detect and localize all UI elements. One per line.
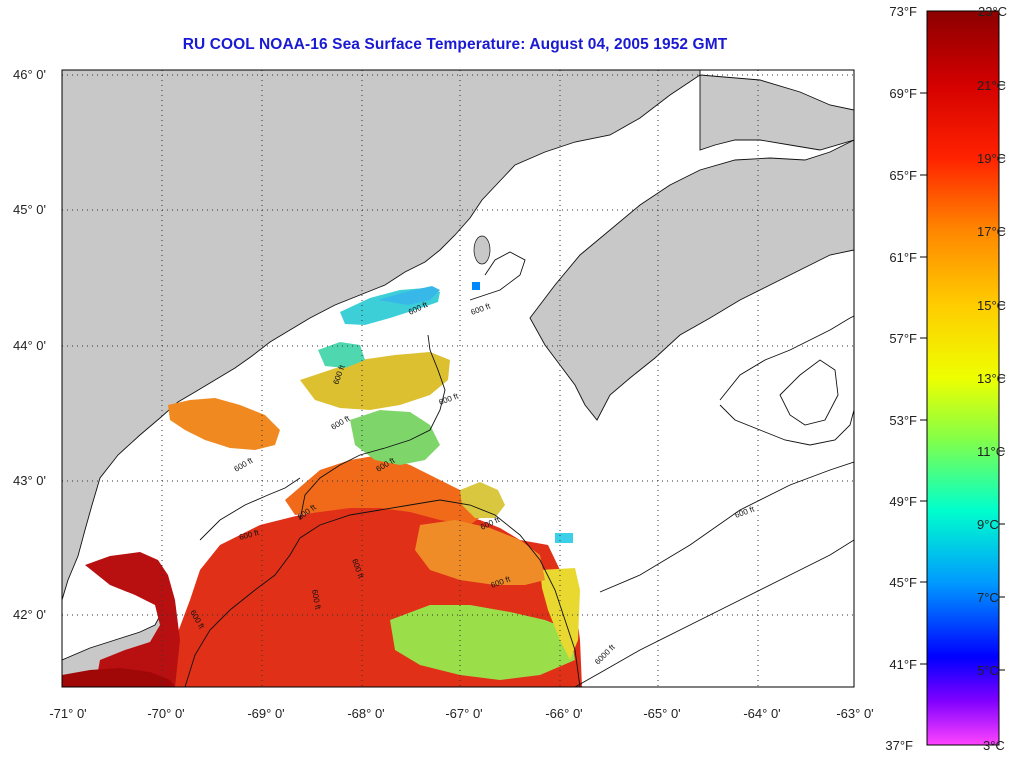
lat-label: 46° 0' [13, 67, 46, 82]
map-title: RU COOL NOAA-16 Sea Surface Temperature:… [182, 36, 728, 53]
lon-label: -67° 0' [445, 706, 482, 721]
sst-teal-patch [318, 342, 365, 368]
c-label: 15°C [977, 298, 1006, 313]
sst-yellow-east [460, 482, 505, 518]
lon-label: -70° 0' [147, 706, 184, 721]
c-label: 9°C [977, 517, 999, 532]
lat-label: 42° 0' [13, 607, 46, 622]
f-label: 57°F [889, 331, 917, 346]
c-label: 3°C [983, 738, 1005, 753]
fahrenheit-scale: 73°F 69°F 65°F 61°F 57°F 53°F 49°F 45°F … [885, 4, 917, 753]
colorbar [926, 10, 1000, 746]
f-label: 69°F [889, 86, 917, 101]
lat-label: 43° 0' [13, 473, 46, 488]
sst-blue-dot [472, 282, 480, 290]
lon-label: -65° 0' [643, 706, 680, 721]
lon-label: -64° 0' [743, 706, 780, 721]
f-label: 53°F [889, 413, 917, 428]
c-label: 13°C [977, 371, 1006, 386]
c-label: 11°C [977, 444, 1005, 459]
lat-label: 44° 0' [13, 338, 46, 353]
f-label: 45°F [889, 575, 917, 590]
f-label: 65°F [889, 168, 917, 183]
f-label: 49°F [889, 494, 917, 509]
sst-yellow-south [540, 568, 580, 660]
c-label: 5°C [977, 663, 999, 678]
lon-label: -66° 0' [545, 706, 582, 721]
c-label: 17°C [977, 224, 1006, 239]
land-pei [699, 74, 854, 151]
c-label: 19°C [977, 151, 1006, 166]
lon-label: -69° 0' [247, 706, 284, 721]
sst-green-patch [390, 605, 575, 680]
c-label: 7°C [977, 590, 999, 605]
f-label: 37°F [885, 738, 913, 753]
sst-cyan-dot [555, 533, 573, 543]
lon-label: -71° 0' [49, 706, 86, 721]
lon-label: -68° 0' [347, 706, 384, 721]
c-label: 23°C [978, 4, 1007, 19]
lon-label: -63° 0' [836, 706, 873, 721]
sst-cool-patch [378, 286, 440, 305]
lat-label: 45° 0' [13, 202, 46, 217]
celsius-scale: 23°C 21°C 19°C 17°C 15°C 13°C 11°C 9°C 7… [977, 4, 1007, 753]
graticule [62, 70, 854, 687]
sst-orange-east [415, 520, 545, 585]
sst-mid-patch [285, 455, 490, 525]
f-label: 41°F [889, 657, 917, 672]
map-border [61, 69, 855, 688]
f-label: 61°F [889, 250, 917, 265]
f-label: 73°F [889, 4, 917, 19]
sst-hot-cape [85, 552, 180, 687]
c-label: 21°C [977, 78, 1006, 93]
latitude-axis: 46° 0' 45° 0' 44° 0' 43° 0' 42° 0' [13, 67, 46, 622]
land-mainland [62, 70, 701, 601]
contours [184, 251, 854, 687]
sst-hot-strip [62, 668, 175, 687]
land-island [473, 235, 491, 265]
sst-yellow-band [300, 352, 450, 410]
sst-orange-patch [168, 398, 280, 450]
colorbar-ticks [920, 84, 1005, 671]
longitude-axis: -71° 0' -70° 0' -69° 0' -68° 0' -67° 0' … [49, 706, 873, 721]
contour-label: 600 ft [310, 589, 322, 611]
